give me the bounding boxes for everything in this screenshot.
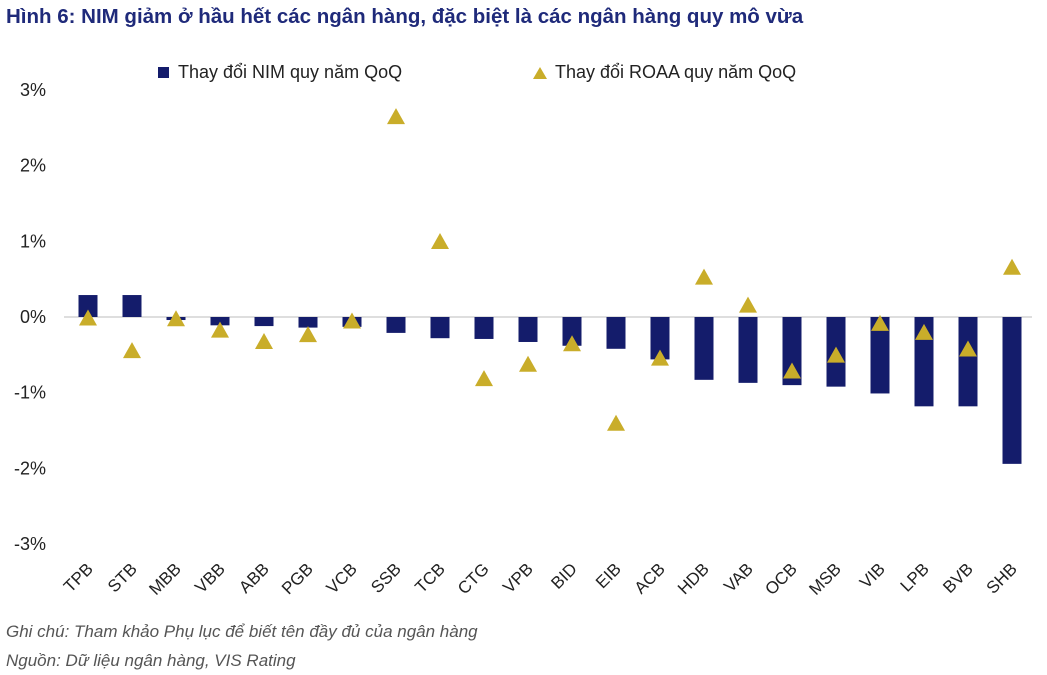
nim-bar-pgb [298,317,318,328]
roaa-marker-eib [607,414,625,431]
x-tick-label: TPB [60,559,97,596]
roaa-marker-bid [563,335,581,352]
nim-bar-stb [122,295,142,317]
nim-bar-ocb [782,317,802,386]
y-tick-label: -1% [14,383,46,403]
x-tick-label: SHB [983,559,1021,597]
x-tick-label: VBB [191,559,228,596]
nim-bar-bvb [958,317,978,407]
y-tick-label: 3% [20,80,46,100]
nim-bar-shb [1002,317,1022,464]
roaa-marker-vib [871,314,889,331]
roaa-marker-shb [1003,258,1021,275]
legend-item-roaa: Thay đổi ROAA quy năm QoQ [533,62,796,83]
y-tick-label: 2% [20,156,46,176]
legend-label-roaa: Thay đổi ROAA quy năm QoQ [555,62,797,82]
nim-bar-tcb [430,317,450,339]
x-tick-label: ACB [631,559,669,597]
nim-bar-eib [606,317,626,349]
nim-bar-vab [738,317,758,383]
nim-bar-acb [650,317,670,360]
nim-bar-abb [254,317,274,327]
footnote-note: Ghi chú: Tham khảo Phụ lục để biết tên đ… [6,622,478,641]
nim-bar-ctg [474,317,494,339]
x-tick-label: MBB [145,559,184,598]
x-tick-label: CTG [454,559,493,598]
y-tick-label: 1% [20,231,46,251]
x-tick-label: PGB [278,559,317,598]
roaa-marker-vcb [343,312,361,329]
nim-bar-vib [870,317,890,394]
nim-bar-hdb [694,317,714,380]
roaa-marker-stb [123,342,141,359]
roaa-marker-ssb [387,108,405,125]
x-tick-label: EIB [592,559,625,592]
legend-label-nim: Thay đổi NIM quy năm QoQ [178,62,403,82]
x-tick-label: OCB [761,559,800,598]
roaa-marker-lpb [915,323,933,340]
x-tick-label: ABB [235,559,272,596]
x-tick-label: VCB [323,559,361,597]
x-tick-label: STB [104,559,141,596]
roaa-marker-acb [651,349,669,366]
y-tick-label: -2% [14,458,46,478]
footnote-source: Nguồn: Dữ liệu ngân hàng, VIS Rating [6,651,296,670]
x-tick-label: BVB [939,559,976,596]
roaa-marker-msb [827,346,845,363]
legend-bar-swatch [158,67,169,78]
nim-bar-tpb [78,295,98,317]
legend-triangle-swatch [533,66,547,79]
roaa-marker-vbb [211,321,229,338]
nim-bar-ssb [386,317,406,333]
roaa-marker-vab [739,296,757,313]
legend-item-nim: Thay đổi NIM quy năm QoQ [158,62,402,83]
nim-bar-bid [562,317,582,346]
roaa-marker-tcb [431,233,449,250]
x-tick-label: VAB [720,559,757,596]
roaa-marker-hdb [695,268,713,285]
roaa-marker-ocb [783,362,801,379]
x-tick-label: MSB [805,559,844,598]
y-tick-label: 0% [20,307,46,327]
x-tick-label: VIB [856,559,889,592]
roaa-marker-ctg [475,370,493,387]
roaa-marker-mbb [167,310,185,327]
nim-bar-vbb [210,317,230,326]
x-tick-label: TCB [411,559,448,596]
x-tick-label: SSB [367,559,404,596]
roaa-marker-pgb [299,326,317,343]
roaa-marker-abb [255,332,273,349]
roaa-marker-vpb [519,355,537,372]
y-tick-label: -3% [14,534,46,554]
x-tick-label: VPB [499,559,536,596]
x-tick-label: HDB [674,559,713,598]
roaa-marker-tpb [79,309,97,326]
x-tick-label: LPB [897,559,933,595]
nim-bar-vpb [518,317,538,342]
chart-plot-area: 3% 2% 1% 0% -1% -2% -3% TPB STB MBB VBB ABB PGB VCB SS… [14,80,1032,599]
x-tick-label: BID [547,559,580,592]
chart-title: Hình 6: NIM giảm ở hầu hết các ngân hàng… [6,5,804,28]
roaa-marker-bvb [959,340,977,357]
